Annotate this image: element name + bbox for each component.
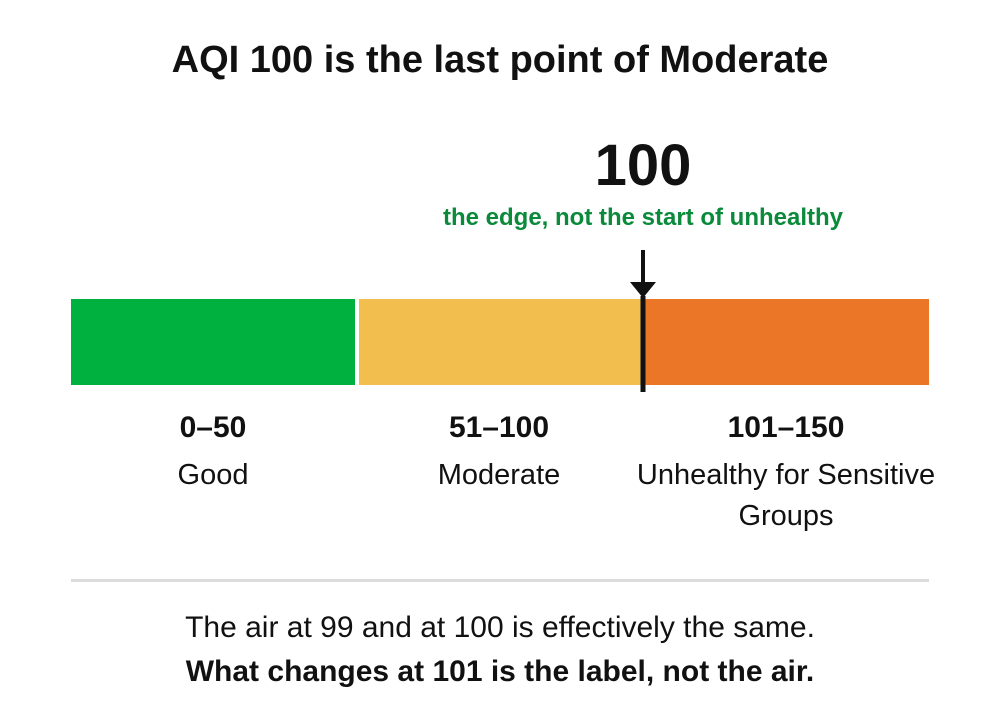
segment-moderate [359,299,643,385]
marker-value: 100 [594,133,692,198]
category-label-moderate: Moderate [437,459,561,491]
range-label-moderate: 51–100 [448,411,550,444]
divider [71,579,929,582]
category-label-good: Good [177,459,249,491]
range-label-unhealthy-sensitive: 101–150 [727,411,845,444]
segment-unhealthy-sensitive [643,299,929,385]
marker-caption: the edge, not the start of unhealthy [442,204,844,231]
footer-note: The air at 99 and at 100 is effectively … [185,611,815,644]
footer-emphasis: What changes at 101 is the label, not th… [185,655,815,688]
diagram-title: AQI 100 is the last point of Moderate [171,39,829,81]
range-label-good: 0–50 [179,411,247,444]
marker-arrow-head [630,282,656,298]
segment-good [71,299,355,385]
category-label-unhealthy-sensitive: Unhealthy for Sensitive Groups [636,459,936,532]
